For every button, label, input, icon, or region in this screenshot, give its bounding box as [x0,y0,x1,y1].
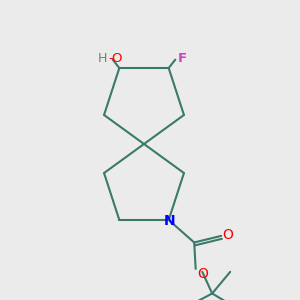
Text: F: F [177,52,186,64]
Text: H: H [98,52,107,64]
Text: O: O [197,267,208,281]
Text: O: O [111,52,122,64]
Text: N: N [164,214,175,228]
Text: -: - [108,52,112,64]
Text: O: O [222,228,233,242]
